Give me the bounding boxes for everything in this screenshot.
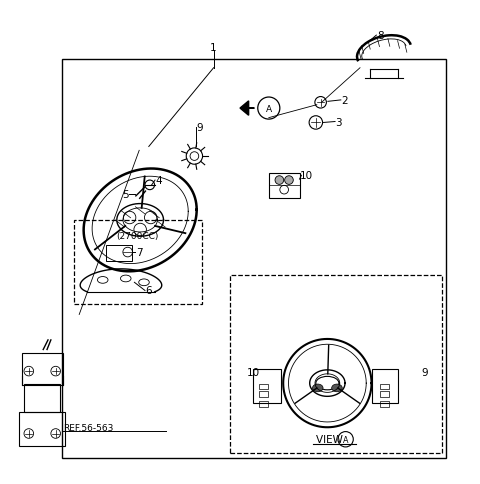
Text: 6: 6	[145, 286, 152, 296]
Text: 10: 10	[300, 171, 313, 181]
Text: 1: 1	[210, 43, 217, 53]
Bar	[62, 60, 446, 457]
Text: REF.56-563: REF.56-563	[63, 424, 114, 432]
Bar	[259, 384, 268, 390]
Text: 8: 8	[377, 31, 384, 41]
Bar	[22, 354, 63, 385]
Bar	[380, 401, 389, 407]
Text: VIEW: VIEW	[316, 434, 346, 444]
Text: 4: 4	[155, 176, 162, 186]
Bar	[380, 384, 389, 390]
FancyArrow shape	[240, 102, 254, 116]
Bar	[372, 369, 398, 404]
Bar	[230, 275, 442, 453]
Ellipse shape	[332, 384, 342, 392]
Bar	[269, 174, 300, 199]
Ellipse shape	[312, 384, 323, 392]
Bar	[380, 392, 389, 397]
Bar	[259, 392, 268, 397]
Circle shape	[285, 176, 293, 185]
Text: 2: 2	[341, 96, 348, 106]
Text: 7: 7	[136, 247, 143, 257]
Bar	[74, 220, 202, 304]
Bar	[24, 384, 60, 412]
Text: 10: 10	[247, 367, 260, 378]
Circle shape	[275, 176, 284, 185]
Text: 5: 5	[122, 190, 129, 200]
Text: 9: 9	[196, 123, 203, 133]
Bar	[259, 401, 268, 407]
Bar	[19, 412, 65, 446]
Text: A: A	[343, 435, 348, 444]
Text: (2700CC): (2700CC)	[117, 231, 159, 240]
Bar	[106, 246, 132, 261]
Bar	[253, 369, 281, 404]
Text: A: A	[266, 105, 272, 113]
Text: 3: 3	[335, 117, 342, 127]
Text: 9: 9	[421, 367, 428, 378]
